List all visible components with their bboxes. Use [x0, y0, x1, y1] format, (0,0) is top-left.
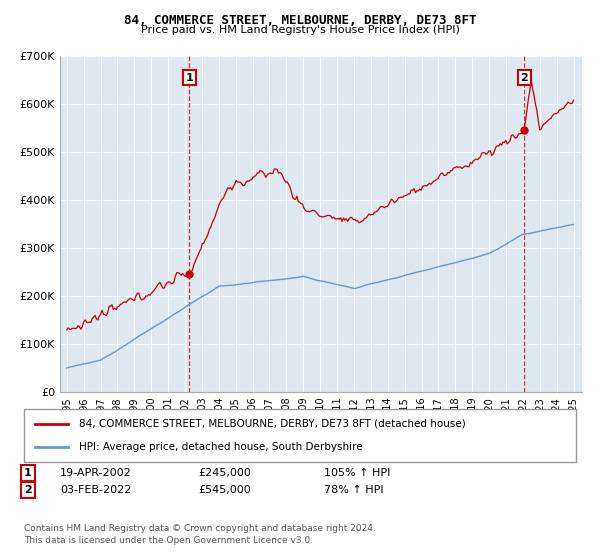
Text: 84, COMMERCE STREET, MELBOURNE, DERBY, DE73 8FT: 84, COMMERCE STREET, MELBOURNE, DERBY, D…: [124, 14, 476, 27]
Text: HPI: Average price, detached house, South Derbyshire: HPI: Average price, detached house, Sout…: [79, 442, 363, 452]
Text: 105% ↑ HPI: 105% ↑ HPI: [324, 468, 391, 478]
Text: £245,000: £245,000: [198, 468, 251, 478]
FancyBboxPatch shape: [24, 409, 576, 462]
Text: 03-FEB-2022: 03-FEB-2022: [60, 485, 131, 495]
Text: 78% ↑ HPI: 78% ↑ HPI: [324, 485, 383, 495]
Text: Contains HM Land Registry data © Crown copyright and database right 2024.
This d: Contains HM Land Registry data © Crown c…: [24, 524, 376, 545]
Text: 1: 1: [24, 468, 32, 478]
Text: Price paid vs. HM Land Registry's House Price Index (HPI): Price paid vs. HM Land Registry's House …: [140, 25, 460, 35]
Text: £545,000: £545,000: [198, 485, 251, 495]
Text: 19-APR-2002: 19-APR-2002: [60, 468, 132, 478]
Text: 1: 1: [185, 73, 193, 83]
Text: 2: 2: [520, 73, 528, 83]
Text: 2: 2: [24, 485, 32, 495]
Text: 84, COMMERCE STREET, MELBOURNE, DERBY, DE73 8FT (detached house): 84, COMMERCE STREET, MELBOURNE, DERBY, D…: [79, 419, 466, 429]
